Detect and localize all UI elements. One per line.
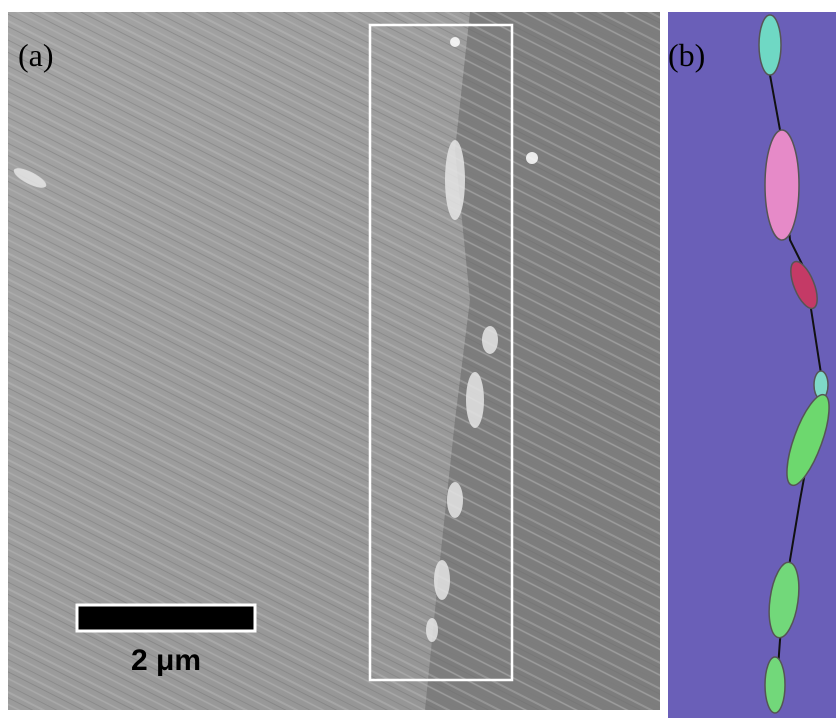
scale-bar	[77, 605, 255, 631]
panel-label: (b)	[668, 37, 705, 73]
page: 2 μm (a) (b) (() => { const data = JSON.…	[0, 0, 836, 718]
figure: 2 μm (a) (b)	[0, 0, 836, 718]
panel-label: (a)	[18, 37, 54, 73]
panel-b: (b)	[668, 12, 836, 718]
map-background	[668, 12, 836, 718]
panel-a: 2 μm (a)	[8, 12, 660, 710]
scale-bar-label: 2 μm	[131, 644, 201, 677]
